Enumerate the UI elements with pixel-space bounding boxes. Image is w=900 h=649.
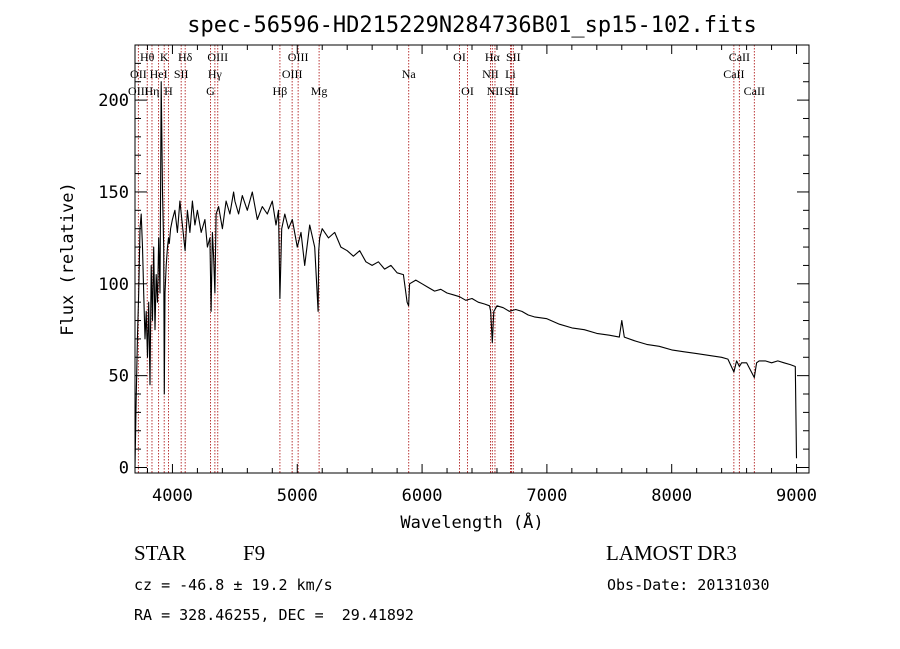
marker-label: SII: [504, 84, 519, 98]
chart-title: spec-56596-HD215229N284736B01_sp15-102.f…: [187, 13, 757, 38]
obs-date-text: Obs-Date: 20131030: [607, 576, 770, 594]
marker-label: Hη: [144, 84, 159, 98]
marker-label: SII: [174, 67, 189, 81]
x-tick-label: 4000: [152, 486, 193, 506]
y-tick-label: 0: [119, 458, 129, 478]
marker-label: Li: [505, 67, 516, 81]
x-axis-ticks: 4000 5000 6000 7000 8000 9000: [146, 45, 817, 506]
y-tick-label: 100: [98, 275, 129, 295]
marker-label: Hγ: [208, 67, 223, 81]
marker-label: OI: [461, 84, 474, 98]
marker-label: Hδ: [178, 50, 193, 64]
y-tick-label: 150: [98, 183, 129, 203]
marker-label: HeI: [150, 67, 168, 81]
marker-label: OIII: [288, 50, 309, 64]
marker-label: Mg: [311, 84, 328, 98]
y-axis-ticks: 0 50 100 150 200: [98, 62, 809, 478]
line-markers: [137, 45, 755, 473]
y-tick-label: 50: [109, 367, 129, 387]
x-tick-label: 9000: [776, 486, 817, 506]
marker-label: OIII: [282, 67, 303, 81]
marker-label: SII: [506, 50, 521, 64]
marker-label: K: [160, 50, 169, 64]
marker-label: H: [164, 84, 173, 98]
x-tick-label: 7000: [526, 486, 567, 506]
marker-label: Hα: [485, 50, 501, 64]
y-axis-label: Flux (relative): [58, 182, 78, 336]
marker-label: NII: [487, 84, 504, 98]
marker-label: OIII: [128, 84, 149, 98]
marker-label: Hθ: [140, 50, 155, 64]
marker-label: NII: [482, 67, 499, 81]
marker-label: OI: [453, 50, 466, 64]
x-tick-label: 6000: [402, 486, 443, 506]
marker-label: G: [206, 84, 215, 98]
marker-label: OII: [130, 67, 147, 81]
y-tick-label: 200: [98, 91, 129, 111]
spectrum-line: [134, 81, 798, 468]
coordinates-text: RA = 328.46255, DEC = 29.41892: [134, 606, 414, 624]
marker-label: Hβ: [273, 84, 288, 98]
plot-frame: [134, 44, 810, 474]
object-subclass: F9: [243, 541, 265, 565]
marker-label: CaII: [723, 67, 744, 81]
x-tick-label: 5000: [277, 486, 318, 506]
redshift-text: cz = -46.8 ± 19.2 km/s: [134, 576, 333, 594]
marker-label: OIII: [207, 50, 228, 64]
marker-label: Na: [402, 67, 417, 81]
survey-name: LAMOST DR3: [606, 541, 737, 565]
x-tick-label: 8000: [651, 486, 692, 506]
marker-label: CaII: [729, 50, 750, 64]
object-class: STAR: [134, 541, 186, 565]
marker-label: CaII: [744, 84, 765, 98]
x-axis-label: Wavelength (Å): [400, 511, 543, 533]
